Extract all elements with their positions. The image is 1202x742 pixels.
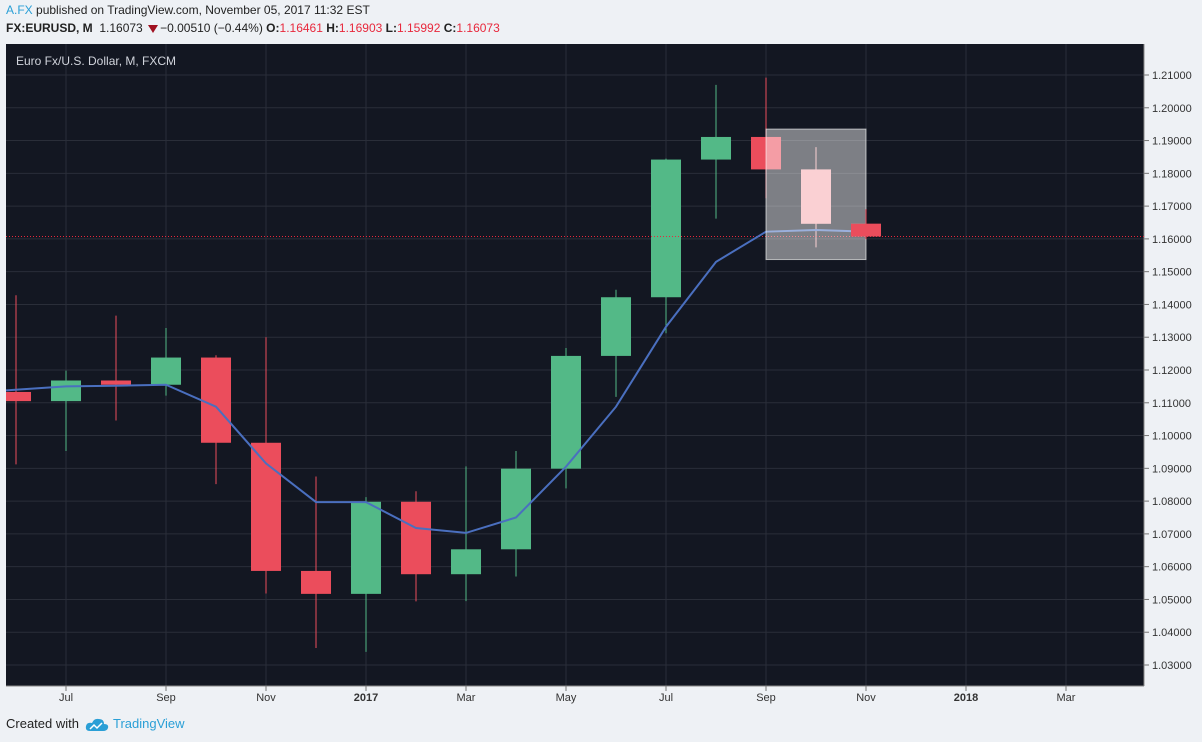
open-label: O: [266,21,280,35]
x-tick-label: Nov [856,692,876,704]
candle-body [451,549,481,575]
candle-body [51,380,81,402]
close-value: 1.16073 [456,21,500,35]
high-label: H: [326,21,339,35]
x-tick-label: Mar [457,692,476,704]
low-value: 1.15992 [396,21,441,35]
y-tick-label: 1.04000 [1152,627,1192,639]
candle-body [551,355,581,469]
candle-body [301,570,331,594]
highlight-box [765,128,867,261]
x-tick-label: Nov [256,692,276,704]
x-axis-ticks: Jul Sep Nov 2017 Mar May Jul Sep Nov 2018 Mar [6,685,1144,704]
overlay [6,128,1144,534]
candle-body [201,357,231,443]
y-tick-label: 1.10000 [1152,431,1192,443]
x-tick-label: 2018 [954,692,978,704]
y-tick-label: 1.07000 [1152,529,1192,541]
y-tick-label: 1.08000 [1152,496,1192,508]
y-tick-label: 1.16000 [1152,234,1192,246]
published-text: published on TradingView.com, November 0… [36,3,370,17]
x-axis-panel [6,686,1144,712]
y-tick-label: 1.11000 [1152,398,1191,410]
candle-body [701,136,731,160]
y-tick-label: 1.03000 [1152,660,1192,672]
candle-body [651,159,681,298]
y-axis-panel [1144,44,1202,712]
symbol-label: FX:EURUSD, M [6,21,93,35]
candle-body [151,357,181,385]
candle-body [851,223,881,237]
x-tick-label: Jul [59,692,73,704]
low-label: L: [385,21,397,35]
ohlc-bar: FX:EURUSD, M 1.16073 −0.00510 (−0.44%) O… [6,21,500,35]
y-axis-ticks: 1.03000 1.04000 1.05000 1.06000 1.07000 1.080… [1143,44,1192,686]
moving-average-line [6,229,867,534]
y-tick-label: 1.12000 [1152,365,1192,377]
close-label: C: [443,21,457,35]
candles [6,77,881,652]
last-price: 1.16073 [99,21,143,35]
chart-title: Euro Fx/U.S. Dollar, M, FXCM [16,54,176,68]
publish-info: A.FX published on TradingView.com, Novem… [6,3,370,17]
candle-body [801,169,831,224]
x-tick-label: 2017 [354,692,378,704]
tradingview-link[interactable]: TradingView [112,716,185,731]
down-arrow-icon [148,24,159,33]
price-change: −0.00510 (−0.44%) [160,21,263,35]
candle-body [501,468,531,550]
y-tick-label: 1.05000 [1152,594,1192,606]
y-tick-label: 1.14000 [1152,299,1192,311]
footer: Created with TradingView [6,716,185,732]
y-tick-label: 1.18000 [1152,168,1192,180]
high-value: 1.16903 [338,21,383,35]
candle-body [601,297,631,356]
author-link[interactable]: A.FX [6,3,33,17]
y-tick-label: 1.17000 [1152,201,1192,213]
price-chart[interactable]: 1.03000 1.04000 1.05000 1.06000 1.07000 1.080… [6,44,1202,712]
y-tick-label: 1.19000 [1152,136,1192,148]
candle-body [401,501,431,575]
x-tick-label: May [556,692,577,704]
y-tick-label: 1.09000 [1152,463,1192,475]
tradingview-logo-icon [85,718,109,731]
x-tick-label: Sep [156,692,176,704]
candle-body [101,380,131,385]
x-tick-label: Sep [756,692,776,704]
y-tick-label: 1.20000 [1152,103,1192,115]
y-tick-label: 1.06000 [1152,562,1192,574]
created-with-text: Created with [6,716,79,731]
x-tick-label: Mar [1057,692,1076,704]
candle-body [6,391,31,402]
open-value: 1.16461 [279,21,323,35]
y-tick-label: 1.15000 [1152,267,1192,279]
x-tick-label: Jul [659,692,673,704]
y-tick-label: 1.13000 [1152,332,1192,344]
candle-body [351,501,381,594]
y-tick-label: 1.21000 [1152,70,1192,82]
